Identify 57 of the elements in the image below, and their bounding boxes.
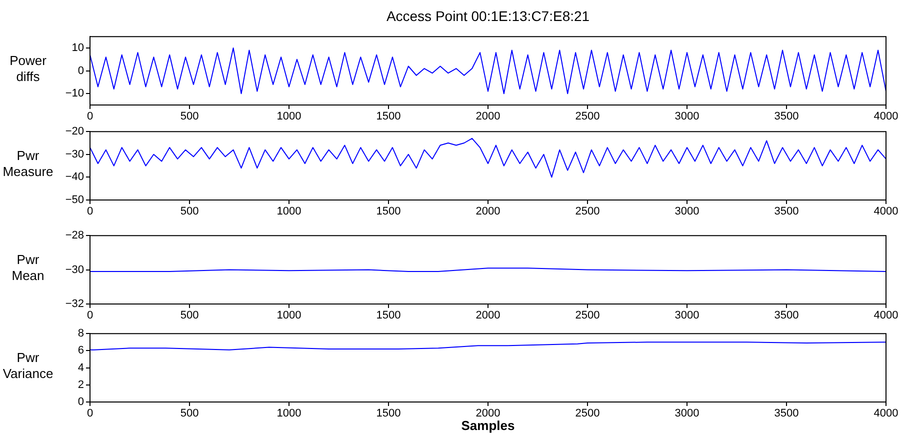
x-tick-label: 2500: [575, 110, 600, 123]
x-tick-label: 2500: [575, 206, 600, 218]
x-tick-label: 1500: [376, 408, 401, 420]
x-tick-label: 500: [180, 408, 199, 420]
y-axis-title: Pwr Measure: [2, 148, 54, 180]
x-tick-label: 3500: [774, 310, 799, 322]
x-tick-label: 4000: [874, 110, 898, 123]
x-tick-label: 3000: [674, 110, 700, 123]
x-tick-label: 0: [86, 206, 94, 218]
x-tick-label: 3000: [674, 408, 700, 420]
y-tick-label: −32: [65, 298, 84, 310]
y-tick-label: −30: [65, 264, 84, 276]
y-tick-label: 2: [78, 378, 84, 391]
x-tick-label: 0: [86, 110, 94, 123]
x-tick-label: 3500: [774, 110, 799, 123]
x-tick-label: 1500: [376, 110, 401, 123]
x-tick-label: 1000: [276, 110, 302, 123]
y-tick-label: −20: [65, 126, 84, 138]
x-tick-label: 2000: [476, 408, 500, 420]
x-tick-label: 1500: [376, 310, 401, 322]
x-tick-label: 4000: [874, 206, 898, 218]
y-tick-label: −28: [65, 230, 84, 242]
y-tick-label: −10: [65, 88, 84, 100]
x-tick-label: 3500: [774, 408, 799, 420]
x-tick-label: 2000: [476, 110, 500, 123]
x-tick-label: 3000: [674, 310, 700, 322]
y-tick-label: 0: [78, 64, 84, 77]
x-tick-label: 3500: [774, 206, 799, 218]
y-axis-title: Pwr Mean: [10, 252, 46, 284]
y-tick-label: −30: [65, 148, 84, 160]
y-axis-title: Pwr Variance: [2, 350, 54, 382]
y-tick-label: 8: [78, 328, 84, 340]
x-tick-label: 0: [86, 408, 94, 420]
x-tick-label: 4000: [874, 408, 898, 420]
y-axis-title: Power diffs: [8, 53, 48, 85]
x-tick-label: 0: [86, 310, 94, 322]
x-tick-label: 3000: [674, 206, 700, 218]
x-tick-label: 500: [180, 310, 199, 322]
x-tick-label: 500: [180, 110, 199, 123]
x-tick-label: 4000: [874, 310, 898, 322]
y-tick-label: −40: [65, 171, 84, 184]
x-tick-label: 1500: [376, 206, 401, 218]
x-tick-label: 2000: [476, 206, 500, 218]
x-tick-label: 500: [180, 206, 199, 218]
y-tick-label: 0: [78, 396, 84, 408]
x-tick-label: 2500: [575, 310, 600, 322]
y-tick-label: 10: [72, 42, 84, 54]
x-tick-label: 2500: [575, 408, 600, 420]
x-axis-title: Samples: [460, 418, 516, 433]
x-tick-label: 1000: [276, 206, 302, 218]
y-tick-label: 6: [78, 344, 84, 357]
x-tick-label: 1000: [276, 408, 302, 420]
x-tick-label: 1000: [276, 310, 302, 322]
chart-title: Access Point 00:1E:13:C7:E8:21: [385, 8, 591, 24]
y-tick-label: 4: [78, 362, 84, 374]
y-tick-label: −50: [65, 194, 84, 206]
x-tick-label: 2000: [476, 310, 500, 322]
